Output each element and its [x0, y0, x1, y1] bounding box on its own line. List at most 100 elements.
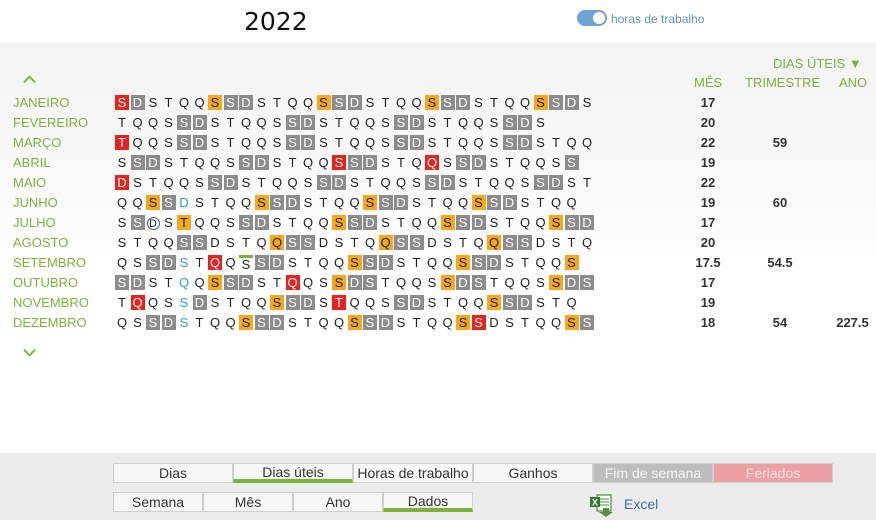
- day-cell[interactable]: Q: [519, 275, 531, 290]
- day-cell[interactable]: S: [332, 215, 346, 230]
- day-cell[interactable]: S: [471, 315, 486, 330]
- day-cell[interactable]: Q: [566, 135, 577, 150]
- day-cell[interactable]: T: [366, 175, 374, 190]
- day-cell[interactable]: S: [549, 215, 563, 230]
- day-cell[interactable]: T: [332, 295, 346, 310]
- day-cell[interactable]: D: [471, 215, 486, 230]
- day-cell[interactable]: Q: [426, 255, 438, 270]
- day-cell[interactable]: S: [396, 255, 406, 270]
- day-cell[interactable]: Q: [333, 195, 345, 210]
- day-cell[interactable]: S: [223, 95, 238, 110]
- day-cell[interactable]: S: [427, 115, 437, 130]
- day-cell[interactable]: Q: [132, 115, 143, 130]
- day-cell[interactable]: D: [161, 315, 176, 330]
- day-cell[interactable]: S: [177, 135, 191, 150]
- day-cell[interactable]: S: [582, 95, 592, 110]
- day-cell[interactable]: T: [505, 155, 514, 170]
- day-cell[interactable]: S: [363, 275, 377, 290]
- day-cell[interactable]: S: [394, 115, 408, 130]
- day-cell[interactable]: T: [583, 175, 591, 190]
- day-cell[interactable]: S: [130, 155, 145, 170]
- day-cell[interactable]: Q: [519, 95, 531, 110]
- day-cell[interactable]: D: [409, 295, 424, 310]
- day-cell[interactable]: S: [396, 315, 406, 330]
- day-cell[interactable]: S: [316, 175, 331, 190]
- scroll-up-icon[interactable]: [23, 73, 36, 86]
- day-cell[interactable]: D: [115, 175, 129, 190]
- day-cell[interactable]: S: [394, 235, 408, 250]
- day-cell[interactable]: S: [288, 255, 297, 270]
- day-cell[interactable]: T: [474, 175, 483, 190]
- day-cell[interactable]: Q: [285, 275, 300, 290]
- day-cell[interactable]: Q: [550, 255, 562, 270]
- day-cell[interactable]: Q: [318, 315, 329, 330]
- day-cell[interactable]: Q: [147, 235, 159, 250]
- day-cell[interactable]: S: [489, 155, 499, 170]
- day-cell[interactable]: Q: [209, 215, 221, 230]
- day-cell[interactable]: T: [443, 295, 452, 310]
- day-cell[interactable]: Q: [349, 195, 360, 210]
- day-cell[interactable]: S: [254, 195, 269, 210]
- day-cell[interactable]: S: [549, 95, 563, 110]
- day-cell[interactable]: Q: [411, 275, 422, 290]
- day-cell[interactable]: Q: [318, 155, 329, 170]
- day-cell[interactable]: T: [177, 215, 191, 230]
- day-cell[interactable]: S: [117, 235, 127, 250]
- day-cell[interactable]: Q: [147, 135, 159, 150]
- day-cell[interactable]: S: [440, 275, 455, 290]
- day-cell[interactable]: S: [458, 175, 468, 190]
- metric-tab[interactable]: Fim de semana: [593, 463, 713, 483]
- day-cell[interactable]: Q: [240, 195, 252, 210]
- metric-tab[interactable]: Ganhos: [473, 463, 593, 483]
- day-cell[interactable]: D: [378, 315, 393, 330]
- day-cell[interactable]: D: [487, 255, 501, 270]
- day-cell[interactable]: Q: [225, 255, 236, 270]
- day-cell[interactable]: S: [210, 295, 220, 310]
- day-cell[interactable]: S: [536, 275, 545, 290]
- day-cell[interactable]: Q: [349, 115, 360, 130]
- day-cell[interactable]: Q: [349, 295, 360, 310]
- day-cell[interactable]: S: [208, 95, 222, 110]
- day-cell[interactable]: T: [133, 235, 142, 250]
- day-cell[interactable]: T: [335, 115, 343, 130]
- day-cell[interactable]: Q: [132, 135, 143, 150]
- day-cell[interactable]: S: [257, 275, 266, 290]
- day-cell[interactable]: S: [381, 295, 390, 310]
- metric-tab[interactable]: Dias úteis: [233, 463, 353, 483]
- day-cell[interactable]: T: [149, 175, 157, 190]
- day-cell[interactable]: S: [564, 255, 579, 270]
- day-cell[interactable]: Q: [488, 175, 500, 190]
- scroll-down-icon[interactable]: [23, 346, 36, 359]
- day-cell[interactable]: S: [332, 155, 346, 170]
- day-cell[interactable]: S: [285, 135, 300, 150]
- day-cell[interactable]: T: [115, 135, 129, 150]
- day-cell[interactable]: T: [536, 195, 545, 210]
- day-cell[interactable]: Q: [411, 215, 422, 230]
- day-cell[interactable]: Q: [395, 275, 407, 290]
- day-cell[interactable]: S: [303, 175, 313, 190]
- day-cell[interactable]: Q: [333, 255, 345, 270]
- day-cell[interactable]: S: [412, 195, 421, 210]
- day-cell[interactable]: S: [381, 215, 390, 230]
- day-cell[interactable]: S: [487, 295, 501, 310]
- day-cell[interactable]: Q: [535, 255, 546, 270]
- day-cell[interactable]: S: [394, 135, 408, 150]
- day-cell[interactable]: Q: [333, 315, 345, 330]
- day-cell[interactable]: T: [412, 255, 421, 270]
- day-cell[interactable]: Q: [364, 135, 376, 150]
- day-cell[interactable]: Q: [442, 195, 453, 210]
- day-cell[interactable]: Q: [287, 95, 298, 110]
- day-cell[interactable]: S: [270, 295, 284, 310]
- day-cell[interactable]: S: [533, 175, 548, 190]
- day-cell[interactable]: Q: [178, 95, 190, 110]
- day-cell[interactable]: T: [118, 115, 126, 130]
- day-cell[interactable]: Q: [225, 315, 236, 330]
- day-cell[interactable]: S: [148, 95, 158, 110]
- day-cell[interactable]: S: [567, 175, 576, 190]
- day-cell[interactable]: S: [518, 235, 532, 250]
- day-cell[interactable]: Q: [395, 95, 407, 110]
- metric-tab[interactable]: Dias: [113, 463, 233, 483]
- year-title[interactable]: 2022: [244, 7, 308, 36]
- excel-icon[interactable]: X: [589, 493, 615, 517]
- day-cell[interactable]: D: [179, 195, 189, 210]
